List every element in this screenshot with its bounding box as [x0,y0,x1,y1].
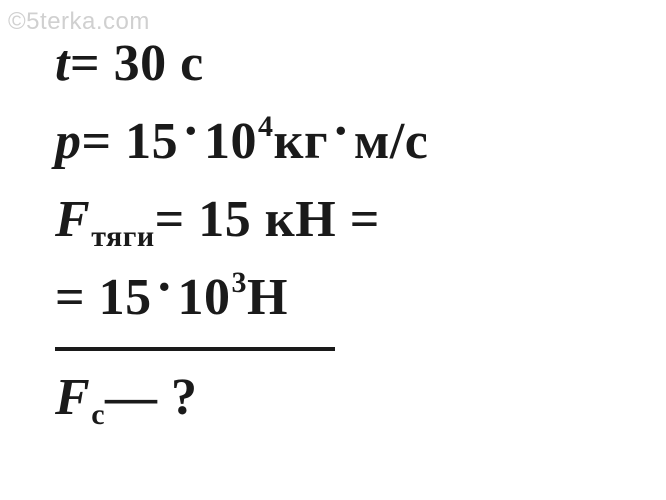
text-segment: F [55,359,90,437]
text-segment: 10 [177,259,230,337]
equation-line-4: = 15·103 Н [55,259,428,337]
text-segment: · [152,249,178,327]
text-segment: F [55,181,90,259]
text-segment: = 30 c [70,25,204,103]
equation-line-3: Fтяги = 15 кН = [55,181,428,259]
text-segment: · [328,93,354,171]
text-segment: · [178,93,204,171]
text-segment: 4 [258,104,274,149]
text-segment: с [91,392,105,437]
text-segment: t [55,25,70,103]
text-segment: 10 [204,103,257,181]
result-line: Fс — ? [55,359,428,437]
text-segment: кг [273,103,328,181]
equations-block: t = 30 c p = 15·104 кг·м/с Fтяги = 15 кН… [55,25,428,437]
divider-line [55,347,335,351]
text-segment: p [55,103,82,181]
text-segment: = 15 кН = [155,181,380,259]
text-segment: тяги [91,214,154,259]
text-segment: м/с [354,103,428,181]
text-segment: 3 [231,260,247,305]
text-segment: = 15 [55,259,152,337]
text-segment: = 15 [82,103,179,181]
equation-line-1: t = 30 c [55,25,428,103]
equation-line-2: p = 15·104 кг·м/с [55,103,428,181]
text-segment: Н [247,259,288,337]
text-segment: — ? [105,359,198,437]
